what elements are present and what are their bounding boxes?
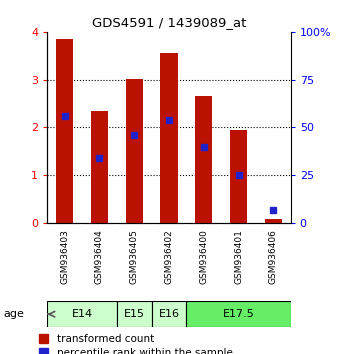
Text: GSM936405: GSM936405	[130, 229, 139, 284]
Bar	[91, 111, 108, 223]
Bar	[230, 130, 247, 223]
Bar	[186, 301, 291, 327]
Text: GSM936404: GSM936404	[95, 229, 104, 284]
Text: age: age	[3, 309, 24, 319]
Title: GDS4591 / 1439089_at: GDS4591 / 1439089_at	[92, 16, 246, 29]
Bar	[47, 301, 117, 327]
Bar	[152, 301, 186, 327]
Bar	[125, 79, 143, 223]
Bar	[160, 53, 178, 223]
Text: E17.5: E17.5	[223, 309, 255, 319]
Text: E16: E16	[159, 309, 179, 319]
Text: GSM936401: GSM936401	[234, 229, 243, 284]
Bar	[265, 219, 282, 223]
Bar	[56, 39, 73, 223]
Text: E15: E15	[124, 309, 145, 319]
Text: GSM936400: GSM936400	[199, 229, 208, 284]
Text: GSM936402: GSM936402	[165, 229, 173, 284]
Bar	[117, 301, 152, 327]
Text: GSM936403: GSM936403	[60, 229, 69, 284]
Text: E14: E14	[72, 309, 93, 319]
Bar	[195, 96, 213, 223]
Legend: transformed count, percentile rank within the sample: transformed count, percentile rank withi…	[39, 334, 233, 354]
Text: GSM936406: GSM936406	[269, 229, 278, 284]
